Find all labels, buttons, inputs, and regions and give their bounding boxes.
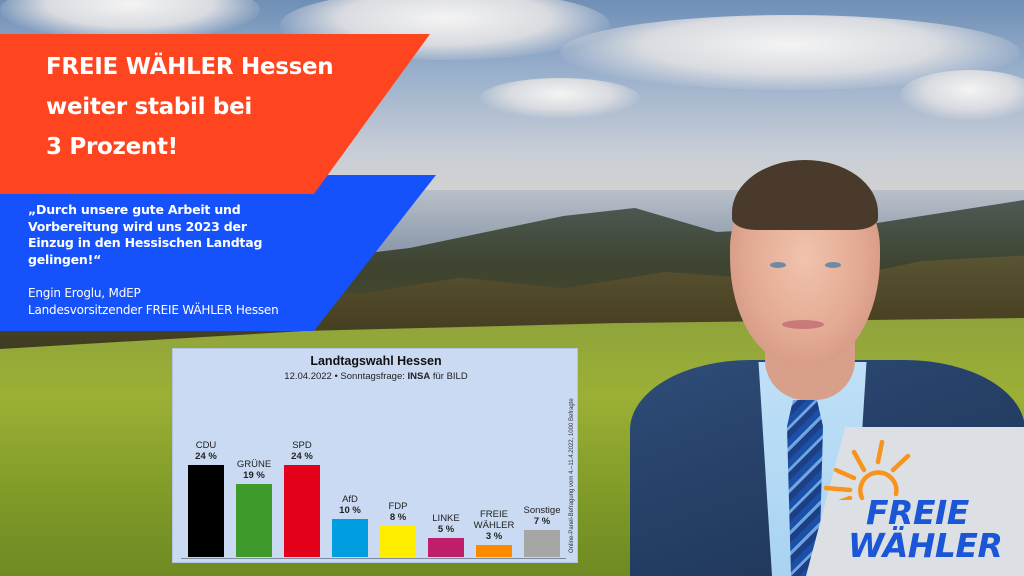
quote-line: gelingen!“ <box>28 251 102 267</box>
bar <box>428 538 464 557</box>
chart-title: Landtagswahl Hessen <box>310 354 442 368</box>
quote-line: Einzug in den Hessischen Landtag <box>28 235 263 250</box>
party-value: 7 % <box>533 516 551 527</box>
sun-icon <box>823 440 911 500</box>
logo-line: WÄHLER <box>848 526 1003 565</box>
poll-chart: Landtagswahl Hessen 12.04.2022 • Sonntag… <box>172 348 578 563</box>
logo-panel <box>806 427 1024 576</box>
bar <box>188 465 224 557</box>
party-label: CDU <box>195 440 217 451</box>
bar <box>524 530 560 557</box>
subtitle-institute: INSA <box>407 371 431 382</box>
party-value: 10 % <box>339 505 361 516</box>
author-name: Engin Eroglu, MdEP <box>28 286 141 300</box>
party-value: 8 % <box>389 512 407 523</box>
party-label: SPD <box>292 440 312 451</box>
quote-text: „Durch unsere gute Arbeit und Vorbereitu… <box>28 202 328 268</box>
headline-line: weiter stabil bei <box>46 94 252 120</box>
party-value: 24 % <box>195 451 217 462</box>
bar-group: FREIE WÄHLER 3 % <box>473 509 515 557</box>
freie-waehler-logo: FREIE WÄHLER <box>848 496 1018 562</box>
bar <box>284 465 320 557</box>
headline-line: 3 Prozent! <box>46 134 178 160</box>
party-value: 5 % <box>437 524 455 535</box>
bar-group: Sonstige 7 % <box>523 505 561 557</box>
party-value: 3 % <box>485 531 503 542</box>
bar-group: GRÜNE 19 % <box>236 459 272 557</box>
bar <box>380 526 416 557</box>
chart-subtitle: 12.04.2022 • Sonntagsfrage: INSA für BIL… <box>173 371 579 382</box>
bar-group: AfD 10 % <box>332 494 368 557</box>
bar-group: SPD 24 % <box>284 440 320 557</box>
right-eye <box>825 262 841 268</box>
party-label: AfD <box>342 494 358 505</box>
source-note: Online-Panel-Befragung vom 4.–11.4.2022,… <box>569 398 575 553</box>
party-label: FDP <box>388 501 408 512</box>
chart-baseline <box>181 558 566 559</box>
headline-line: FREIE WÄHLER Hessen <box>46 54 334 80</box>
bar-group: LINKE 5 % <box>428 513 464 557</box>
party-value: 19 % <box>243 470 265 481</box>
quote-attribution: Engin Eroglu, MdEP Landesvorsitzender FR… <box>28 285 348 319</box>
logo-line: FREIE <box>866 493 969 532</box>
mouth <box>782 320 824 329</box>
left-eye <box>770 262 786 268</box>
headline: FREIE WÄHLER Hessen weiter stabil bei 3 … <box>46 47 386 167</box>
party-label: Sonstige <box>523 505 561 516</box>
bar-area: CDU 24 % GRÜNE 19 % SPD 24 % AfD 10 % FDP 8 % LINK… <box>186 349 561 561</box>
party-value: 24 % <box>291 451 313 462</box>
hair <box>732 160 878 230</box>
quote-line: „Durch unsere gute Arbeit und <box>28 202 241 217</box>
subtitle-client: für BILD <box>430 371 468 382</box>
party-label: GRÜNE <box>236 459 272 470</box>
party-label: LINKE <box>432 513 460 524</box>
bar-group: CDU 24 % <box>188 440 224 557</box>
subtitle-date: 12.04.2022 • Sonntagsfrage: <box>284 371 408 382</box>
party-label: FREIE WÄHLER <box>473 509 515 531</box>
author-title: Landesvorsitzender FREIE WÄHLER Hessen <box>28 303 279 317</box>
bar <box>332 519 368 557</box>
bar-group: FDP 8 % <box>380 501 416 557</box>
cloud <box>480 78 640 118</box>
cloud <box>900 70 1024 120</box>
bar <box>476 545 512 557</box>
bar <box>236 484 272 557</box>
quote-line: Vorbereitung wird uns 2023 der <box>28 218 247 234</box>
